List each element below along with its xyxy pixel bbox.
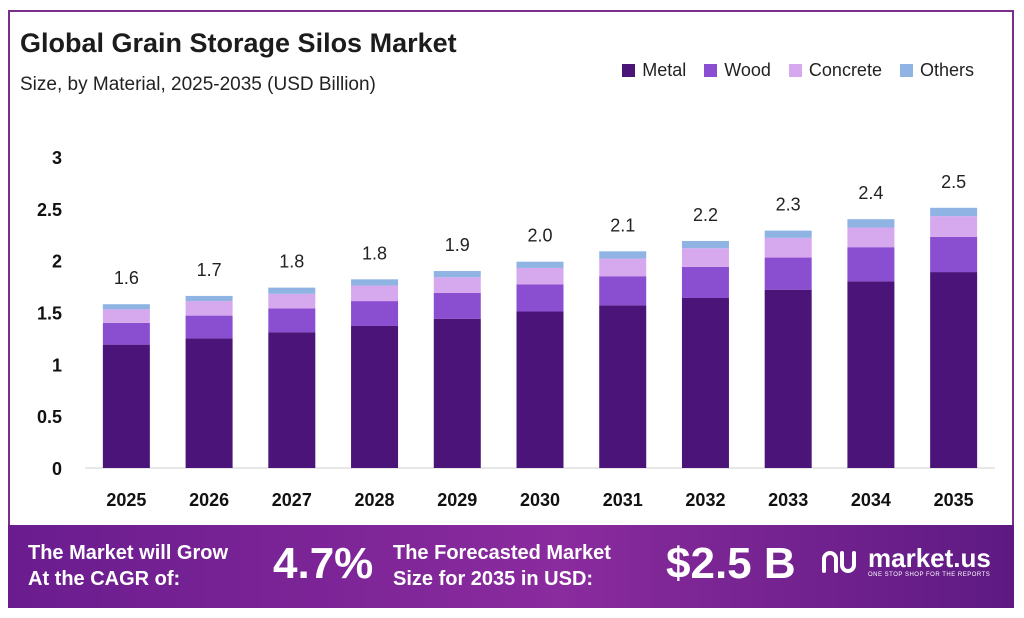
bar-segment-others <box>516 261 564 268</box>
bar-segment-concrete <box>433 277 481 293</box>
y-tick-label: 0.5 <box>37 407 62 427</box>
legend-label: Wood <box>724 60 771 80</box>
bar-segment-others <box>764 230 812 238</box>
legend-swatch <box>788 64 802 77</box>
bar-segment-concrete <box>351 285 399 302</box>
y-tick-label: 0 <box>52 459 62 479</box>
bar-segment-wood <box>599 276 647 306</box>
bar-segment-concrete <box>764 237 812 258</box>
data-label: 1.9 <box>445 235 470 255</box>
bar-segment-others <box>351 279 399 286</box>
data-label: 1.8 <box>362 243 387 263</box>
bar-segment-metal <box>351 325 399 468</box>
bar-segment-concrete <box>102 309 150 323</box>
cagr-value: 4.7% <box>273 539 374 588</box>
x-tick-label: 2033 <box>768 490 808 510</box>
bar-segment-metal <box>599 305 647 468</box>
y-tick-label: 3 <box>52 148 62 168</box>
y-tick-label: 2 <box>52 252 62 272</box>
data-label: 1.6 <box>114 268 139 288</box>
data-label: 1.8 <box>279 252 304 272</box>
legend-item-wood: Wood <box>704 60 771 81</box>
bar-segment-metal <box>930 272 978 468</box>
x-tick-label: 2030 <box>520 490 560 510</box>
bar-segment-others <box>185 295 233 302</box>
x-tick-label: 2025 <box>106 490 146 510</box>
legend-swatch <box>899 64 913 77</box>
forecast-value: $2.5 B <box>666 539 796 588</box>
bar-segment-metal <box>433 318 481 468</box>
x-tick-label: 2034 <box>851 490 891 510</box>
legend-label: Metal <box>642 60 687 80</box>
bar-segment-wood <box>185 315 233 339</box>
data-label: 2.3 <box>776 195 801 215</box>
bar-segment-wood <box>433 292 481 319</box>
bar-segment-metal <box>681 297 729 468</box>
chart-title: Global Grain Storage Silos Market <box>20 28 457 58</box>
bar-segment-others <box>433 271 481 278</box>
bar-segment-concrete <box>516 267 564 285</box>
data-label: 2.2 <box>693 205 718 225</box>
bar-segment-wood <box>516 284 564 312</box>
brand-name: market.us <box>868 543 991 573</box>
x-tick-label: 2031 <box>603 490 643 510</box>
bar-segment-metal <box>847 281 895 468</box>
legend-item-concrete: Concrete <box>788 60 882 81</box>
legend-swatch <box>622 64 636 77</box>
x-tick-label: 2027 <box>272 490 312 510</box>
bar-segment-metal <box>516 311 564 468</box>
x-tick-label: 2035 <box>934 490 974 510</box>
bar-segment-others <box>599 251 647 259</box>
data-label: 2.5 <box>941 172 966 192</box>
y-tick-label: 1 <box>52 355 62 375</box>
legend-label: Concrete <box>808 60 882 80</box>
bar-chart: 0 0.5 1 1.5 2 2.5 3 1.6 2025 1.7 2026 1.8 2027 1.8 202… <box>37 148 995 510</box>
brand-tagline: ONE STOP SHOP FOR THE REPORTS <box>868 572 991 578</box>
bar-segment-metal <box>102 344 150 468</box>
bar-segment-concrete <box>599 258 647 277</box>
x-tick-label: 2032 <box>685 490 725 510</box>
bar-segment-wood <box>351 301 399 326</box>
bar-segment-concrete <box>681 248 729 267</box>
x-tick-label: 2026 <box>189 490 229 510</box>
y-tick-label: 1.5 <box>37 304 62 324</box>
bar-segment-wood <box>764 257 812 290</box>
chart-frame <box>8 10 1014 608</box>
bar-segment-metal <box>268 332 316 468</box>
bar-segment-others <box>102 304 150 310</box>
data-label: 1.7 <box>197 260 222 280</box>
bar-segment-others <box>930 207 978 217</box>
bar-segment-wood <box>847 247 895 282</box>
x-tick-label: 2029 <box>437 490 477 510</box>
x-tick-label: 2028 <box>355 490 395 510</box>
data-label: 2.1 <box>610 215 635 235</box>
legend-item-others: Others <box>899 60 974 81</box>
bar-segment-others <box>847 219 895 228</box>
legend-label: Others <box>919 60 974 80</box>
bar-segment-wood <box>268 308 316 333</box>
chart-subtitle: Size, by Material, 2025-2035 (USD Billio… <box>20 74 376 95</box>
legend-swatch <box>704 64 718 77</box>
footer-banner: The Market will Grow At the CAGR of: 4.7… <box>8 525 1014 608</box>
bar-segment-concrete <box>847 227 895 248</box>
forecast-label: The Forecasted Market Size for 2035 in U… <box>393 542 611 590</box>
chart-legend: Metal Wood Concrete Others <box>622 60 974 81</box>
brand-logo: market.us ONE STOP SHOP FOR THE REPORTS <box>820 545 991 579</box>
y-tick-label: 2.5 <box>37 200 62 220</box>
bar-segment-others <box>268 287 316 294</box>
bar-segment-wood <box>930 236 978 273</box>
bar-segment-concrete <box>930 216 978 237</box>
bar-segment-wood <box>102 322 150 345</box>
bar-segment-concrete <box>268 293 316 309</box>
data-label: 2.4 <box>858 183 883 203</box>
bar-segment-metal <box>764 289 812 468</box>
bar-segment-concrete <box>185 301 233 316</box>
bar-segment-metal <box>185 338 233 468</box>
market-us-logo-icon <box>822 551 856 573</box>
bar-segment-wood <box>681 266 729 298</box>
cagr-label: The Market will Grow At the CAGR of: <box>28 542 229 590</box>
data-label: 2.0 <box>527 226 552 246</box>
legend-item-metal: Metal <box>622 60 686 81</box>
bar-segment-others <box>681 240 729 249</box>
